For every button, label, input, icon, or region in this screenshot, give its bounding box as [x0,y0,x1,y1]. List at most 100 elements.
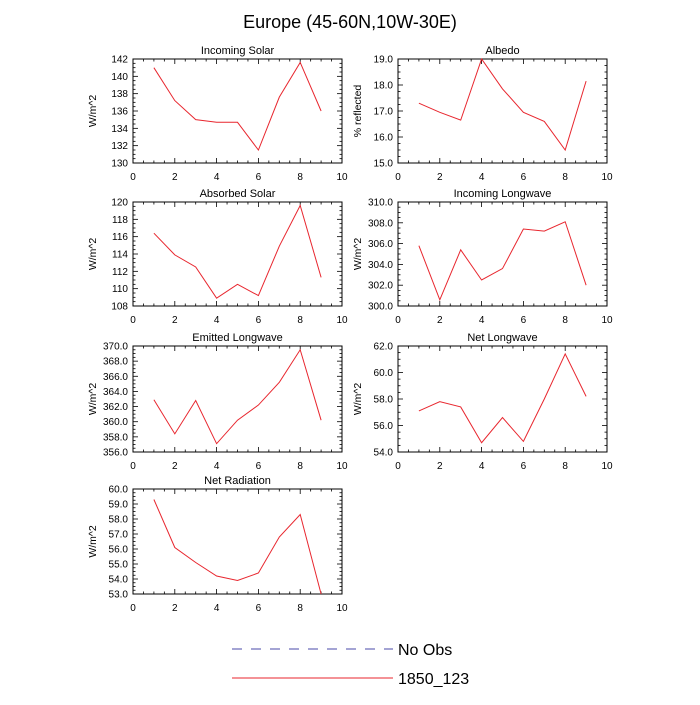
series-line [418,57,587,152]
panel-title: Incoming Solar [201,45,275,57]
y-tick-label: 138 [111,89,128,100]
panels: 0 2 4 6 8 10 130 132 134 136 138 140 142 Incoming Sol… [87,45,613,614]
panel-frame [132,345,343,453]
y-axis-label: % reflected [352,85,364,138]
y-axis-label: W/m^2 [87,383,99,416]
x-tick-label: 10 [336,603,348,614]
y-tick-label: 130 [111,159,128,170]
series-line [418,221,587,302]
y-tick-label: 368.0 [103,357,128,368]
y-tick-label: 53.0 [109,590,129,601]
panel-frame [132,488,343,595]
x-tick-label: 4 [479,172,485,183]
y-axis-label: W/m^2 [87,525,99,558]
y-tick-label: 140 [111,72,128,83]
x-tick-label: 4 [214,603,220,614]
y-tick-label: 362.0 [103,402,128,413]
y-axis-label: W/m^2 [87,95,99,128]
y-tick-label: 358.0 [103,432,128,443]
y-tick-label: 60.0 [109,485,129,496]
x-tick-label: 10 [336,461,348,472]
x-tick-label: 2 [172,172,178,183]
y-tick-label: 304.0 [368,260,393,271]
y-tick-label: 18.0 [374,81,394,92]
panel-title: Net Radiation [204,475,271,487]
y-tick-label: 120 [111,198,128,209]
x-tick-label: 6 [256,461,262,472]
series-line [418,352,587,444]
x-tick-label: 2 [437,315,443,326]
panel-title: Emitted Longwave [192,332,283,344]
x-tick-label: 6 [521,172,527,183]
y-tick-label: 116 [112,232,128,243]
y-tick-label: 302.0 [368,281,393,292]
panel-1: 0 2 4 6 8 10 15.0 16.0 17.0 18.0 19.0 Albedo % refle… [352,45,613,183]
x-tick-label: 4 [214,461,220,472]
x-tick-label: 2 [437,461,443,472]
x-tick-label: 8 [297,172,303,183]
y-tick-label: 112 [112,267,128,278]
series-line [153,348,322,445]
y-tick-label: 306.0 [368,239,393,250]
y-tick-label: 55.0 [109,560,129,571]
x-tick-label: 8 [297,315,303,326]
x-tick-label: 0 [395,461,401,472]
legend-label-0: No Obs [398,642,452,659]
y-tick-label: 15.0 [374,159,394,170]
y-tick-label: 16.0 [374,133,394,144]
y-axis-label: W/m^2 [87,238,99,271]
y-tick-label: 108 [111,302,128,313]
x-tick-label: 10 [601,172,613,183]
x-tick-label: 2 [437,172,443,183]
y-tick-label: 114 [112,250,128,261]
y-tick-label: 56.0 [374,421,394,432]
y-axis-label: W/m^2 [352,383,364,416]
panel-4: 0 2 4 6 8 10 356.0 358.0 360.0 362.0 364.0 366.0 368… [87,332,348,472]
series-line [153,204,322,299]
y-tick-label: 366.0 [103,372,128,383]
panel-frame [132,201,343,307]
y-axis-label: W/m^2 [352,238,364,271]
y-tick-label: 62.0 [374,342,394,353]
x-tick-label: 8 [297,461,303,472]
legend: No Obs 1850_123 [232,642,469,688]
panel-6: 0 2 4 6 8 10 53.0 54.0 55.0 56.0 57.0 58.0 59.0 60.0 N… [87,475,348,614]
y-tick-label: 58.0 [374,395,394,406]
y-tick-label: 360.0 [103,417,128,428]
panel-frame [132,58,343,164]
y-tick-label: 54.0 [109,575,129,586]
x-tick-label: 0 [395,172,401,183]
x-tick-label: 0 [130,172,136,183]
y-tick-label: 19.0 [374,55,394,66]
y-tick-label: 308.0 [368,218,393,229]
panel-frame [397,58,608,164]
panel-title: Albedo [485,45,519,57]
y-tick-label: 56.0 [109,545,129,556]
panel-5: 0 2 4 6 8 10 54.0 56.0 58.0 60.0 62.0 Net Longwave W… [352,332,613,472]
x-tick-label: 2 [172,315,178,326]
y-tick-label: 118 [112,215,128,226]
y-tick-label: 310.0 [368,198,393,209]
y-tick-label: 59.0 [109,500,129,511]
x-tick-label: 2 [172,603,178,614]
y-tick-label: 356.0 [103,448,128,459]
series-line [153,61,322,152]
panel-title: Incoming Longwave [454,188,552,200]
panel-title: Net Longwave [467,332,537,344]
y-tick-label: 370.0 [103,342,128,353]
x-tick-label: 6 [256,172,262,183]
x-tick-label: 0 [130,315,136,326]
x-tick-label: 6 [521,315,527,326]
x-tick-label: 6 [521,461,527,472]
y-tick-label: 300.0 [368,302,393,313]
x-tick-label: 0 [130,603,136,614]
y-tick-label: 54.0 [374,448,394,459]
x-tick-label: 2 [172,461,178,472]
x-tick-label: 4 [479,461,485,472]
panel-3: 0 2 4 6 8 10 300.0 302.0 304.0 306.0 308.0 310.0 Inc… [352,188,613,326]
y-tick-label: 142 [111,55,128,66]
y-tick-label: 110 [112,284,128,295]
x-tick-label: 8 [562,461,568,472]
